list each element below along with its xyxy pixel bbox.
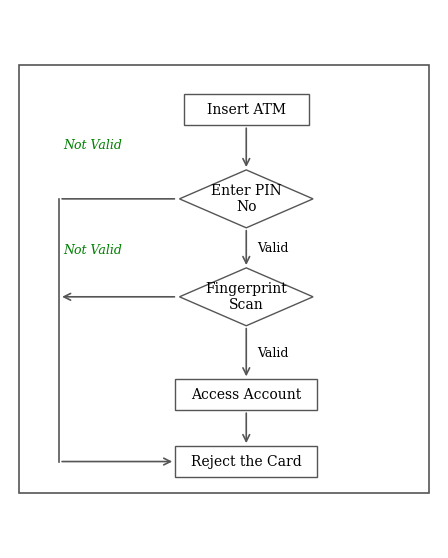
Polygon shape [180, 170, 313, 228]
Text: Valid: Valid [258, 347, 289, 360]
Text: Fingerprint
Scan: Fingerprint Scan [205, 282, 287, 312]
Text: Not Valid: Not Valid [64, 139, 123, 152]
FancyBboxPatch shape [184, 94, 309, 126]
Text: Valid: Valid [258, 242, 289, 255]
Polygon shape [180, 268, 313, 326]
FancyBboxPatch shape [175, 379, 318, 410]
Text: Not Valid: Not Valid [64, 243, 123, 257]
Text: Access Account: Access Account [191, 388, 302, 402]
FancyBboxPatch shape [175, 446, 318, 477]
Text: Reject the Card: Reject the Card [191, 455, 302, 469]
Text: Insert ATM: Insert ATM [207, 103, 286, 117]
FancyBboxPatch shape [19, 65, 429, 493]
Text: Enter PIN
No: Enter PIN No [211, 184, 282, 214]
